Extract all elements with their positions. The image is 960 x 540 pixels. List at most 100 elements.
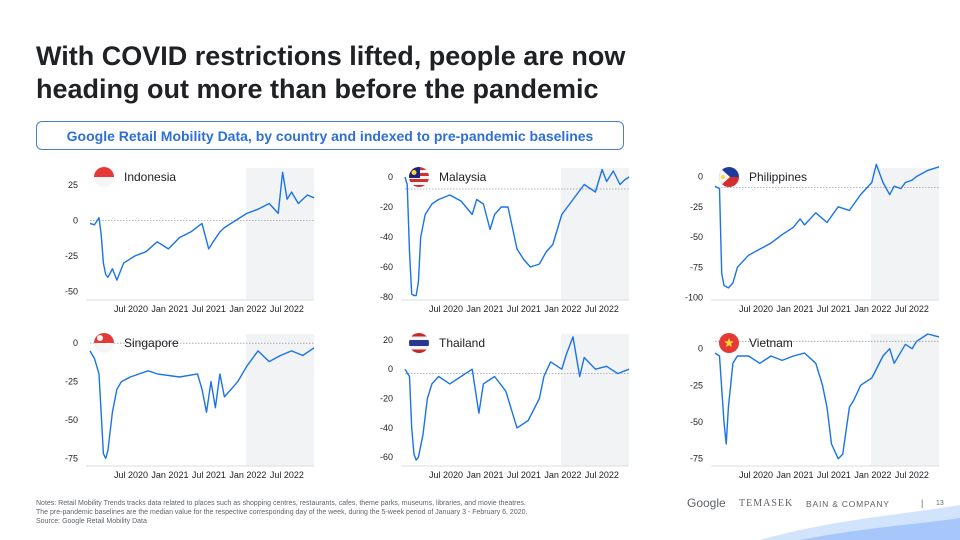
x-tick-label: Jul 2021 <box>817 304 851 314</box>
flag-body <box>409 333 429 353</box>
chart-thailand: 20 0 -20 -40 -60 Jul 2020 Jan 2021 Jul 2021 Jan … <box>380 333 630 480</box>
country-label: Singapore <box>124 336 179 350</box>
y-tick-label: -75 <box>690 454 703 464</box>
y-tick-label: -20 <box>380 394 393 404</box>
y-tick-label: -50 <box>690 417 703 427</box>
x-tick-label: Jul 2020 <box>429 304 463 314</box>
flag-blue-band <box>719 167 739 177</box>
country-header: Malaysia <box>409 167 487 187</box>
x-tick-label: Jul 2021 <box>192 470 226 480</box>
shaded-2022-region <box>560 168 629 300</box>
y-tick-label: 0 <box>73 338 78 348</box>
x-tick-label: Jan 2022 <box>544 304 581 314</box>
chart-singapore: 0 -25 -50 -75 Jul 2020 Jan 2021 Jul 2021 Jan 20… <box>65 333 315 480</box>
logo-separator: | <box>921 498 924 508</box>
country-header: Indonesia <box>94 167 176 187</box>
y-tick-label: -80 <box>380 292 393 302</box>
country-header: Philippines <box>719 167 807 187</box>
x-tick-label: Jul 2020 <box>739 470 773 480</box>
y-tick-label: -40 <box>380 232 393 242</box>
footnote-line-1: Notes: Retail Mobility Trends tracks dat… <box>36 500 526 507</box>
google-logo: Google <box>687 496 726 510</box>
singapore-flag-icon <box>94 333 114 353</box>
flag-white-band <box>94 177 114 187</box>
y-tick-label: -25 <box>690 202 703 212</box>
y-tick-label: 0 <box>73 216 78 226</box>
flag-crescent <box>97 335 103 341</box>
x-tick-label: Jul 2021 <box>192 304 226 314</box>
flag-red-band <box>94 167 114 177</box>
x-tick-label: Jul 2020 <box>739 304 773 314</box>
x-tick-label: Jan 2021 <box>776 304 813 314</box>
shaded-2022-region <box>560 334 629 466</box>
y-tick-label: -25 <box>65 377 78 387</box>
x-tick-label: Jan 2022 <box>229 304 266 314</box>
thailand-flag-icon <box>409 333 429 353</box>
shaded-2022-region <box>245 168 314 300</box>
series-line <box>89 171 315 281</box>
philippines-flag-icon <box>719 167 739 187</box>
country-label: Thailand <box>439 336 485 350</box>
country-label: Indonesia <box>124 170 176 184</box>
x-tick-label: Jan 2022 <box>229 470 266 480</box>
flag-stripe <box>409 336 429 340</box>
bain-logo: BAIN & COMPANY <box>806 499 890 509</box>
y-tick-label: -75 <box>65 453 78 463</box>
subtitle-text: Google Retail Mobility Data, by country … <box>66 127 594 144</box>
y-tick-label: -50 <box>65 415 78 425</box>
flag-stripe <box>409 185 429 187</box>
temasek-logo: TEMASEK <box>739 498 794 509</box>
chart-malaysia: 0 -20 -40 -60 -80 Jul 2020 Jan 2021 Jul 2021 Jan… <box>380 167 630 314</box>
x-tick-label: Jul 2022 <box>585 304 619 314</box>
country-label: Malaysia <box>439 170 487 184</box>
flag-white-band <box>94 343 114 353</box>
title-line-2: heading out more than before the pandemi… <box>36 74 599 104</box>
x-tick-label: Jul 2022 <box>895 304 929 314</box>
flag-body <box>409 167 429 187</box>
y-tick-label: -75 <box>690 262 703 272</box>
y-tick-label: 0 <box>388 172 393 182</box>
flag-body <box>94 333 114 353</box>
flag-stripe <box>409 333 429 337</box>
flag-stripe <box>409 179 429 182</box>
flag-stripe <box>409 182 429 185</box>
chart-vietnam: 0 -25 -50 -75 Jul 2020 Jan 2021 Jul 2021 Jan 20… <box>690 333 940 480</box>
country-header: Thailand <box>409 333 485 353</box>
series-line <box>714 333 940 460</box>
x-tick-label: Jan 2021 <box>466 470 503 480</box>
country-label: Vietnam <box>749 336 793 350</box>
x-tick-label: Jan 2022 <box>854 304 891 314</box>
indonesia-flag-icon <box>94 167 114 187</box>
flag-sun <box>721 175 725 179</box>
x-tick-label: Jan 2021 <box>466 304 503 314</box>
x-tick-label: Jul 2021 <box>507 304 541 314</box>
y-tick-label: 0 <box>388 364 393 374</box>
flag-star <box>724 338 734 348</box>
y-tick-label: -50 <box>65 286 78 296</box>
country-header: Vietnam <box>719 333 793 353</box>
series-line <box>404 168 630 297</box>
flag-stripe <box>409 349 429 353</box>
country-label: Philippines <box>749 170 807 184</box>
slide-title: With COVID restrictions lifted, people a… <box>36 40 736 106</box>
x-tick-label: Jul 2021 <box>507 470 541 480</box>
footnotes: Notes: Retail Mobility Trends tracks dat… <box>36 499 636 526</box>
vietnam-flag-icon <box>719 333 739 353</box>
x-tick-label: Jan 2021 <box>151 304 188 314</box>
footnote-source: Source: Google Retail Mobility Data <box>36 518 147 525</box>
flag-body <box>94 167 114 187</box>
y-tick-label: 25 <box>68 180 78 190</box>
flag-stripe <box>409 343 429 346</box>
y-tick-label: -40 <box>380 423 393 433</box>
y-tick-label: -25 <box>690 380 703 390</box>
x-tick-label: Jul 2020 <box>114 304 148 314</box>
x-tick-label: Jul 2022 <box>270 304 304 314</box>
chart-philippines: 0 -25 -50 -75 -100 Jul 2020 Jan 2021 Jul 2021 Ja… <box>685 163 940 314</box>
y-tick-label: -60 <box>380 262 393 272</box>
flag-red-band <box>94 333 114 343</box>
y-tick-label: -25 <box>65 251 78 261</box>
footnote-line-2: The pre-pandemic baselines are the media… <box>36 509 528 516</box>
x-tick-label: Jul 2020 <box>429 470 463 480</box>
subtitle-box: Google Retail Mobility Data, by country … <box>36 121 624 150</box>
